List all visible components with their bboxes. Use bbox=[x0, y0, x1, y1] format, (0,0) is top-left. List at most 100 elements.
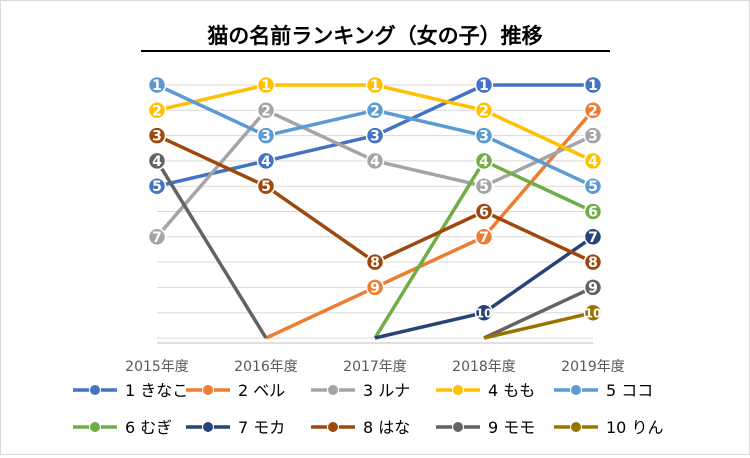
data-marker bbox=[365, 75, 385, 95]
data-point: 2 bbox=[256, 101, 276, 120]
data-marker bbox=[474, 227, 494, 247]
data-point: 1 bbox=[583, 75, 603, 95]
data-label: 1 bbox=[370, 78, 380, 94]
legend-label: 5 ココ bbox=[606, 381, 653, 400]
data-label: 6 bbox=[479, 205, 489, 221]
data-label: 2 bbox=[479, 103, 489, 119]
data-point: 2 bbox=[583, 101, 603, 120]
data-label: 3 bbox=[261, 129, 271, 145]
legend-label: 8 はな bbox=[363, 418, 410, 437]
data-marker bbox=[147, 151, 167, 171]
data-point: 5 bbox=[583, 176, 603, 196]
data-marker bbox=[147, 176, 167, 196]
data-marker bbox=[365, 278, 385, 297]
data-marker bbox=[365, 252, 385, 272]
data-label: 1 bbox=[152, 78, 162, 94]
data-point: 3 bbox=[474, 126, 494, 145]
data-point: 3 bbox=[147, 126, 167, 145]
data-label: 4 bbox=[261, 154, 271, 170]
data-marker bbox=[583, 202, 603, 221]
data-label: 4 bbox=[588, 154, 598, 170]
data-point: 4 bbox=[256, 151, 276, 171]
legend-swatch-marker bbox=[89, 421, 101, 433]
data-point: 6 bbox=[474, 202, 494, 221]
data-point: 9 bbox=[583, 278, 603, 297]
legend-swatch-marker bbox=[89, 384, 101, 396]
data-label: 1 bbox=[261, 78, 271, 94]
legend-item: 1 きなこ bbox=[73, 381, 188, 400]
data-label: 4 bbox=[152, 154, 162, 170]
data-label: 3 bbox=[152, 129, 162, 145]
data-label: 2 bbox=[152, 103, 162, 119]
legend-label: 9 モモ bbox=[488, 418, 535, 437]
data-label: 2 bbox=[588, 103, 598, 119]
data-marker bbox=[583, 126, 603, 145]
data-marker bbox=[256, 75, 276, 95]
data-marker bbox=[474, 176, 494, 196]
data-point: 6 bbox=[583, 202, 603, 221]
legend-label: 3 ルナ bbox=[363, 381, 410, 400]
legend-item: 6 むぎ bbox=[73, 418, 172, 437]
data-marker bbox=[147, 101, 167, 120]
legend-item: 4 もも bbox=[436, 381, 535, 400]
x-axis: 2015年度 2016年度 2017年度 2018年度 2019年度 bbox=[125, 359, 625, 375]
chart-title: 猫の名前ランキング（女の子）推移 bbox=[207, 24, 542, 48]
legend-label: 6 むぎ bbox=[125, 418, 172, 437]
data-point: 8 bbox=[583, 252, 603, 272]
data-label: 4 bbox=[370, 154, 380, 170]
data-point: 2 bbox=[147, 101, 167, 120]
x-tick-label: 2015年度 bbox=[125, 359, 189, 375]
legend-item: 7 モカ bbox=[186, 418, 285, 437]
data-point: 10 bbox=[474, 303, 494, 322]
legend-swatch-marker bbox=[452, 421, 464, 433]
data-label: 1 bbox=[479, 78, 489, 94]
data-marker bbox=[365, 101, 385, 120]
data-label: 7 bbox=[588, 230, 598, 246]
data-marker bbox=[474, 126, 494, 145]
data-point: 7 bbox=[583, 227, 603, 247]
data-marker bbox=[147, 126, 167, 145]
x-tick-label: 2019年度 bbox=[561, 359, 625, 375]
data-marker bbox=[256, 176, 276, 196]
data-point: 1 bbox=[474, 75, 494, 95]
x-tick-label: 2018年度 bbox=[452, 359, 516, 375]
data-label: 3 bbox=[479, 129, 489, 145]
data-marker bbox=[365, 151, 385, 171]
series-line bbox=[265, 109, 595, 340]
data-label: 2 bbox=[261, 103, 271, 119]
data-marker bbox=[256, 151, 276, 171]
x-tick-label: 2016年度 bbox=[234, 359, 298, 375]
data-label: 8 bbox=[370, 255, 380, 271]
data-label: 6 bbox=[588, 205, 598, 221]
data-point: 2 bbox=[365, 101, 385, 120]
data-marker bbox=[474, 303, 494, 322]
data-point: 3 bbox=[365, 126, 385, 145]
data-point: 2 bbox=[474, 101, 494, 120]
data-point: 5 bbox=[147, 176, 167, 196]
data-label: 5 bbox=[261, 179, 271, 195]
series-line bbox=[483, 310, 594, 340]
data-marker bbox=[474, 151, 494, 171]
x-tick-label: 2017年度 bbox=[343, 359, 407, 375]
data-point: 1 bbox=[147, 75, 167, 95]
data-label: 9 bbox=[370, 280, 380, 296]
data-point: 7 bbox=[147, 227, 167, 247]
data-point: 7 bbox=[474, 227, 494, 247]
data-point: 3 bbox=[256, 126, 276, 145]
data-marker bbox=[256, 101, 276, 120]
legend-item: 5 ココ bbox=[554, 381, 653, 400]
data-marker bbox=[583, 303, 603, 322]
data-point: 5 bbox=[474, 176, 494, 196]
data-label: 5 bbox=[588, 179, 598, 195]
legend-swatch-marker bbox=[327, 384, 339, 396]
data-marker bbox=[583, 252, 603, 272]
series-line bbox=[155, 159, 268, 339]
data-label: 10 bbox=[585, 307, 602, 321]
data-label: 8 bbox=[588, 255, 598, 271]
series-line bbox=[483, 285, 594, 340]
data-marker bbox=[583, 151, 603, 171]
data-point: 4 bbox=[147, 151, 167, 171]
legend-label: 4 もも bbox=[488, 381, 535, 400]
